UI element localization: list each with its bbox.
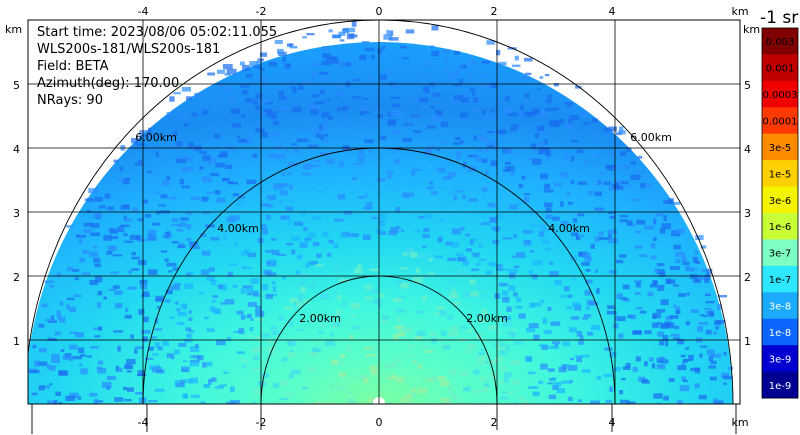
x-tick-top-0: -4 (138, 5, 149, 18)
x-tick-bottom-3: 2 (491, 416, 498, 429)
ring-label-2km-left: 2.00km (299, 312, 341, 325)
y-tick-right-0: 1 (744, 335, 751, 348)
colorbar-tick-label: 1e-8 (769, 328, 792, 339)
ring-label-2km-right: 2.00km (466, 312, 508, 325)
scan-info-panel: Start time: 2023/08/06 05:02:11.055 WLS2… (37, 24, 277, 109)
colorbar-swatch (762, 80, 798, 108)
y-tick-right-3: 4 (744, 143, 751, 156)
y-tick-right-4: 5 (744, 79, 751, 92)
colorbar-swatch (762, 28, 798, 55)
colorbar-swatch (762, 239, 798, 267)
x-tick-top-1: -2 (256, 5, 267, 18)
colorbar-title: -1 sr (760, 8, 799, 28)
y-tick-right-1: 2 (744, 271, 751, 284)
y-tick-left-0: 1 (13, 335, 20, 348)
colorbar-swatch (762, 133, 798, 161)
x-tick-bottom-0: -4 (138, 416, 149, 429)
y-unit-right: km (743, 23, 760, 36)
x-tick-top-4: 4 (609, 5, 616, 18)
x-tick-bottom-1: -2 (256, 416, 267, 429)
colorbar-swatch (762, 54, 798, 82)
ring-label-6km-right: 6.00km (630, 131, 672, 144)
ring-label-4km-left: 4.00km (217, 222, 259, 235)
y-tick-left-3: 4 (13, 143, 20, 156)
range-ring-6km (28, 20, 734, 404)
plot-frame (27, 19, 741, 405)
colorbar-swatch (762, 292, 798, 320)
start-time-label: Start time: 2023/08/06 05:02:11.055 (37, 25, 278, 40)
x-tick-top-3: 2 (491, 5, 498, 18)
colorbar-tick-label: 3e-7 (769, 249, 792, 260)
colorbar-swatch (762, 265, 798, 293)
colorbar-tick-label: 1e-7 (769, 275, 792, 286)
y-tick-left-1: 2 (13, 271, 20, 284)
range-rings (28, 20, 737, 434)
colorbar-swatch (762, 160, 798, 188)
colorbar-swatch (762, 213, 798, 240)
y-tick-left-2: 3 (13, 207, 20, 220)
colorbar-tick-label: 1e-5 (769, 169, 792, 180)
colorbar-tick-label: 0.001 (766, 64, 795, 75)
nrays-label: NRays: 90 (37, 93, 103, 108)
ring-label-4km-right: 4.00km (548, 222, 590, 235)
x-tick-bottom-4: 4 (609, 416, 616, 429)
radar-echo-texture (28, 21, 734, 404)
colorbar-swatch (762, 186, 798, 214)
x-unit-top: km (731, 5, 748, 18)
x-tick-top-2: 0 (376, 5, 383, 18)
colorbar-tick-label: 0.0003 (763, 90, 798, 101)
colorbar-swatch (762, 345, 798, 373)
range-ring-2km (260, 275, 498, 405)
colorbar-swatch (762, 107, 798, 135)
colorbar-tick-label: 0.0001 (763, 117, 798, 128)
colorbar-tick-label: 0.003 (766, 37, 795, 48)
y-unit-left: km (5, 23, 22, 36)
colorbar-tick-label: 1e-6 (769, 222, 792, 233)
colorbar-tick-label: 3e-5 (769, 143, 792, 154)
colorbar: 0.003 0.001 0.0003 0.0001 3e-5 1e-5 3e-6 1e-6 3e… (761, 27, 799, 399)
colorbar-swatch (762, 371, 798, 399)
ring-label-6km-left: 6.00km (135, 131, 177, 144)
y-tick-left-4: 5 (13, 79, 20, 92)
y-tick-right-2: 3 (744, 207, 751, 220)
x-unit-bottom: km (731, 416, 748, 429)
colorbar-tick-label: 1e-9 (769, 381, 792, 392)
colorbar-tick-label: 3e-9 (769, 354, 792, 365)
colorbar-tick-label: 3e-8 (769, 302, 792, 313)
range-ring-4km (142, 147, 616, 405)
colorbar-swatch (762, 318, 798, 346)
field-label: Field: BETA (37, 59, 109, 74)
colorbar-tick-label: 3e-6 (769, 196, 792, 207)
instrument-label: WLS200s-181/WLS200s-181 (37, 42, 221, 57)
azimuth-label: Azimuth(deg): 170.00 (37, 76, 180, 91)
x-tick-bottom-2: 0 (376, 416, 383, 429)
